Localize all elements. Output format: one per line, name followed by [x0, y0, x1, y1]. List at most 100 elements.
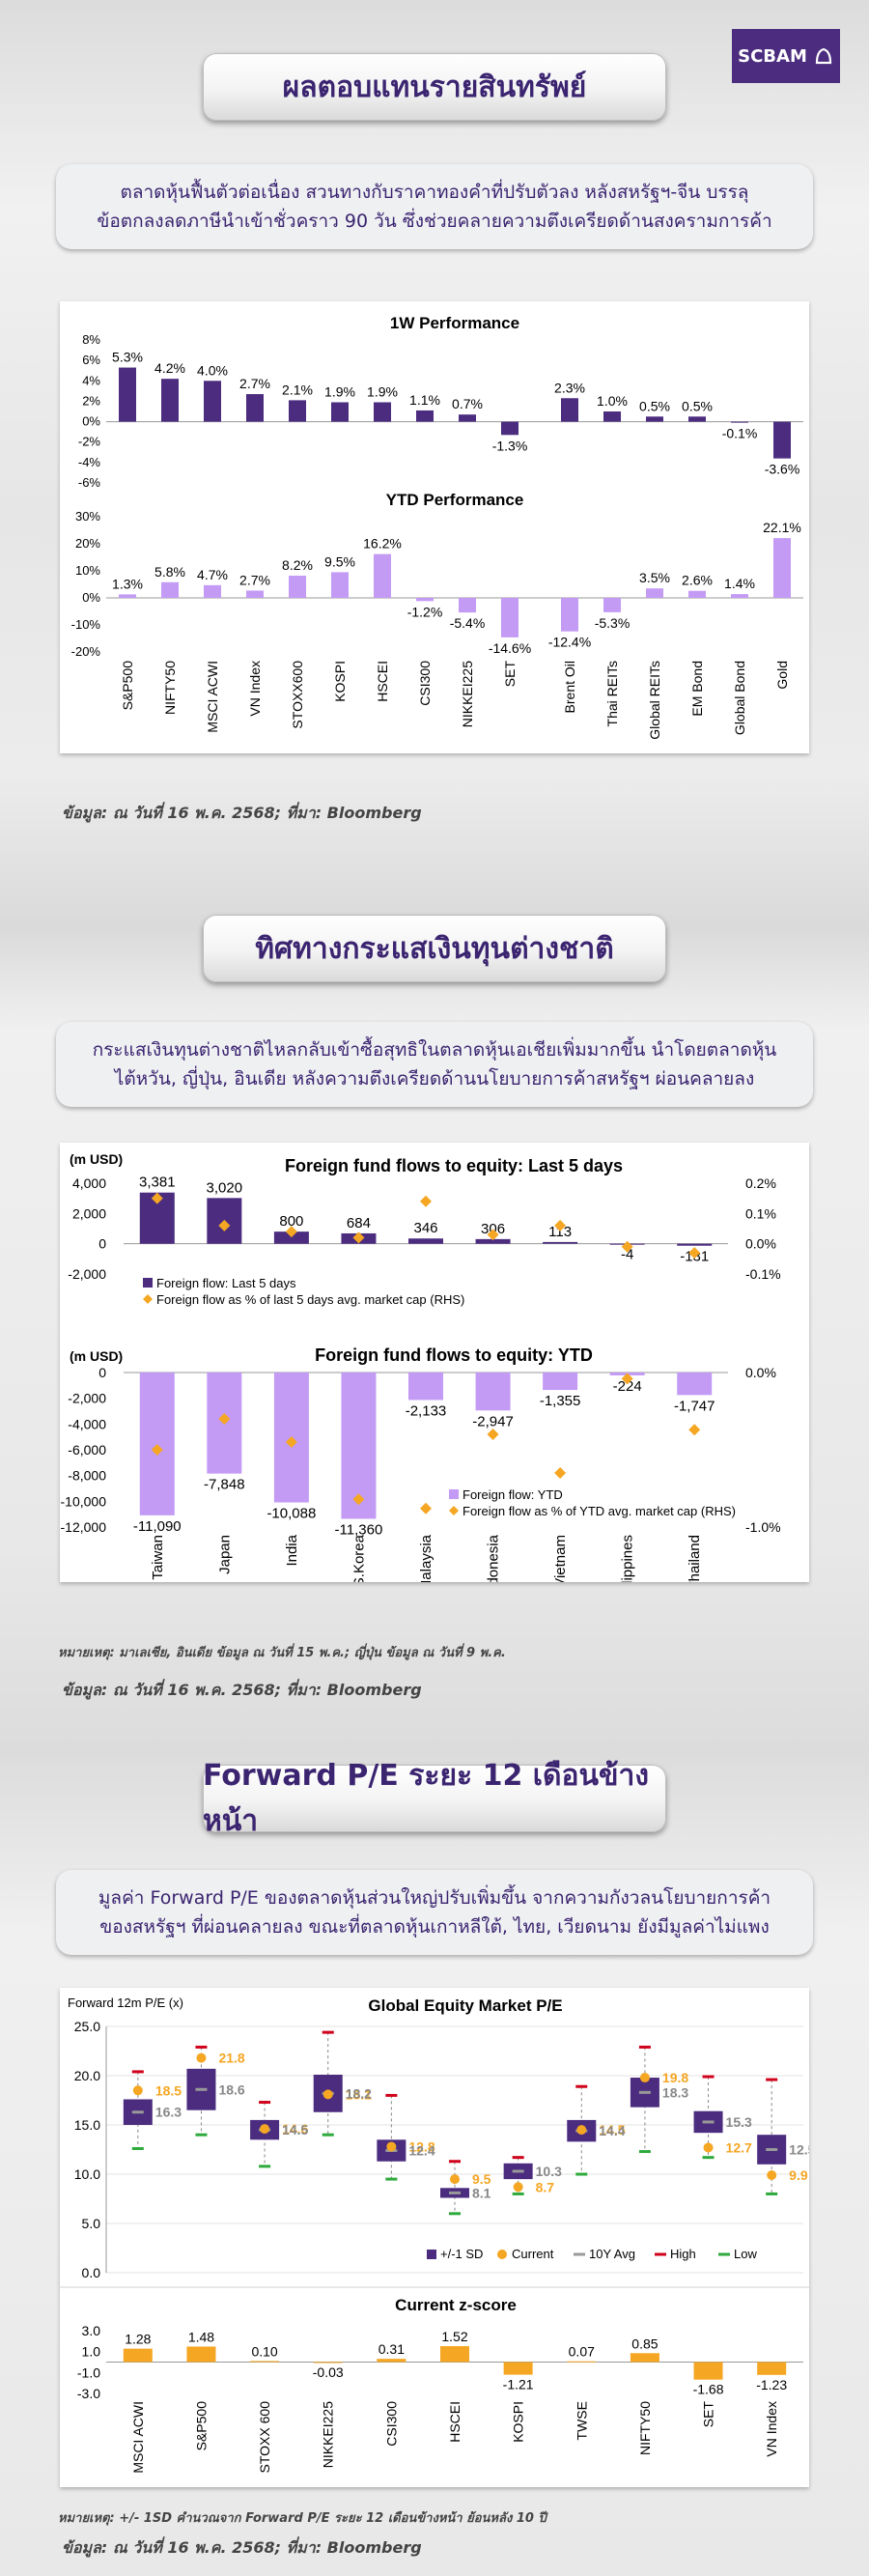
- data-label: 3.5%: [639, 570, 670, 585]
- data-label: -224: [613, 1378, 642, 1395]
- current-label: 21.8: [218, 2051, 244, 2066]
- avg-label: 12.5: [789, 2142, 809, 2158]
- data-label: -12.4%: [548, 635, 591, 650]
- bar: [374, 402, 391, 422]
- y-tick-label: 0: [98, 1365, 106, 1380]
- data-label: 0.5%: [682, 398, 713, 413]
- y2-tick-label: 0.0%: [745, 1365, 776, 1380]
- section-title-text: ผลตอบแทนรายสินทรัพย์: [282, 70, 587, 104]
- data-label: 1.0%: [597, 393, 628, 409]
- current-label: 9.9: [789, 2167, 808, 2183]
- current-marker: [260, 2124, 270, 2135]
- data-label: 4.2%: [154, 360, 185, 376]
- data-label: -14.6%: [489, 640, 531, 656]
- section-title-asset-returns: ผลตอบแทนรายสินทรัพย์: [203, 53, 666, 121]
- category-label: Philippines: [620, 1535, 636, 1582]
- avg-label: 18.2: [346, 2085, 372, 2101]
- data-label: -7,848: [204, 1477, 245, 1493]
- bar: [475, 1238, 511, 1244]
- data-label: -10,088: [266, 1506, 316, 1522]
- bar: [161, 379, 179, 422]
- section-description: กระแสเงินทุนต่างชาติไหลกลับเข้าซื้อสุทธิ…: [56, 1022, 813, 1107]
- category-label: Taiwan: [150, 1535, 166, 1580]
- data-label: 2.1%: [282, 382, 313, 397]
- y-tick-label: -3.0: [77, 2386, 100, 2401]
- bar: [646, 588, 663, 598]
- y2-tick-label: 0.2%: [745, 1175, 776, 1191]
- pe-chart-panel: Forward 12m P/E (x) Global Equity Market …: [60, 1988, 816, 2487]
- bar: [757, 2362, 787, 2375]
- data-label: 2.7%: [239, 376, 270, 391]
- y-tick-label: 20%: [75, 536, 100, 551]
- avg-label: 15.3: [726, 2114, 752, 2130]
- bar: [204, 584, 221, 598]
- legend-label: Foreign flow: YTD: [463, 1487, 563, 1502]
- avg-label: 10.3: [536, 2164, 562, 2179]
- rhs-marker: [420, 1195, 432, 1207]
- bar: [313, 2362, 343, 2364]
- category-label: India: [284, 1534, 300, 1566]
- bar: [186, 2346, 216, 2363]
- data-label: 0.85: [631, 2335, 658, 2351]
- category-label: MSCI ACWI: [205, 661, 220, 733]
- bar: [331, 402, 349, 422]
- chart-title: YTD Performance: [386, 491, 524, 509]
- data-label: 346: [413, 1220, 437, 1236]
- bar: [374, 553, 391, 598]
- rhs-marker: [218, 1413, 231, 1425]
- scbam-logo: SCBAM: [732, 29, 840, 83]
- data-label: 0.07: [569, 2344, 595, 2360]
- category-label: VN Index: [764, 2401, 779, 2457]
- y2-tick-label: -1.0%: [745, 1519, 781, 1535]
- bar: [688, 416, 706, 422]
- bar: [501, 421, 519, 436]
- section-description: มูลค่า Forward P/E ของตลาดหุ้นส่วนใหญ่ปร…: [56, 1870, 813, 1955]
- current-label: 9.5: [472, 2171, 491, 2187]
- bar: [475, 1373, 511, 1411]
- y-tick-label: -20%: [71, 644, 101, 659]
- chart-title: Global Equity Market P/E: [368, 1996, 562, 2015]
- bar: [688, 590, 706, 598]
- data-label: 22.1%: [763, 520, 801, 535]
- data-label: 16.2%: [363, 536, 402, 552]
- section-description: ตลาดหุ้นฟื้นตัวต่อเนื่อง สวนทางกับราคาทอ…: [56, 164, 813, 249]
- data-label: 1.4%: [724, 576, 755, 591]
- current-label: 12.7: [726, 2139, 752, 2155]
- category-label: HSCEI: [447, 2401, 463, 2443]
- data-label: 5.8%: [154, 564, 185, 580]
- avg-label: 12.4: [408, 2143, 434, 2159]
- data-label: 9.5%: [324, 553, 355, 569]
- rhs-marker: [688, 1247, 701, 1260]
- legend-swatch-marker: [143, 1294, 153, 1304]
- data-label: 1.9%: [367, 383, 398, 399]
- bar: [603, 598, 621, 612]
- bar: [119, 594, 136, 598]
- data-source-note: ข้อมูล: ณ วันที่ 16 พ.ค. 2568; ที่มา: Bl…: [62, 804, 422, 822]
- section-title-text: Forward P/E ระยะ 12 เดือนข้างหน้า: [203, 1759, 650, 1838]
- legend-label: High: [670, 2247, 696, 2261]
- category-label: Malaysia: [418, 1534, 434, 1582]
- flows-chart-panel: Foreign fund flows to equity: Last 5 day…: [60, 1143, 809, 1605]
- y-tick-label: 30%: [75, 509, 100, 524]
- legend-label: Foreign flow as % of YTD avg. market cap…: [463, 1504, 736, 1518]
- data-label: 5.3%: [112, 350, 143, 365]
- bar: [677, 1373, 713, 1396]
- bar: [543, 1241, 578, 1244]
- category-label: S.Korea: [350, 1534, 367, 1582]
- category-label: KOSPI: [332, 661, 348, 702]
- category-label: Indonesia: [486, 1534, 502, 1582]
- current-marker: [450, 2174, 460, 2185]
- unit-label: (m USD): [70, 1151, 123, 1167]
- data-label: -1,747: [674, 1398, 715, 1414]
- rhs-marker: [487, 1229, 499, 1241]
- avg-label: 14.4: [599, 2123, 625, 2138]
- y2-tick-label: 0.0%: [745, 1236, 776, 1252]
- current-marker: [386, 2141, 397, 2152]
- data-label: 0.7%: [452, 396, 483, 411]
- data-label: 2.7%: [239, 572, 270, 587]
- legend-label: Current: [512, 2247, 554, 2261]
- legend-label: Low: [734, 2247, 757, 2261]
- data-label: 1.48: [188, 2329, 214, 2344]
- category-label: VN Index: [247, 661, 263, 717]
- avg-label: 18.6: [218, 2081, 244, 2097]
